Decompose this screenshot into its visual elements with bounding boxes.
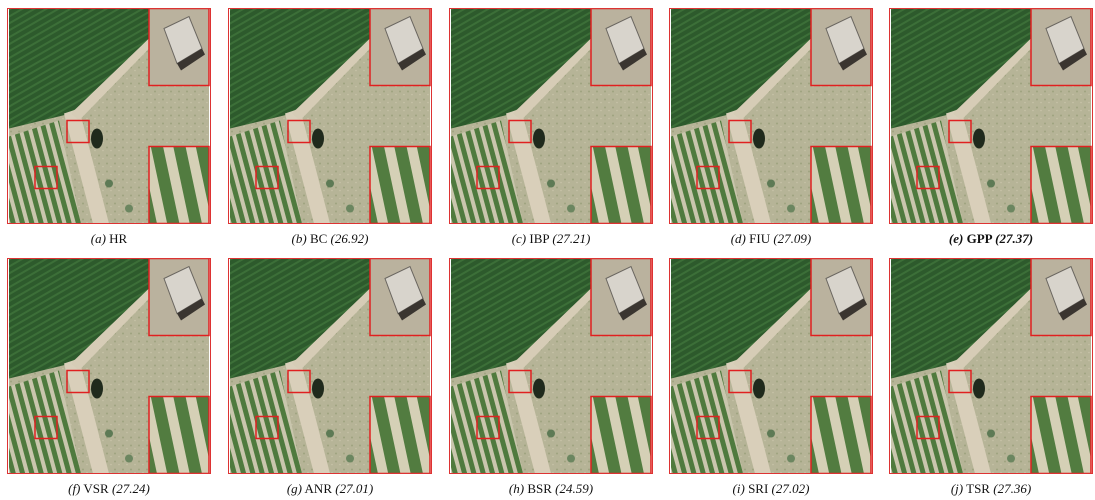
caption: (f) VSR (27.24) bbox=[7, 481, 211, 497]
score: (27.02) bbox=[772, 481, 810, 496]
method: HR bbox=[109, 231, 127, 246]
panel: (f) VSR (27.24) bbox=[7, 258, 211, 497]
image-content bbox=[9, 259, 209, 474]
caption: (e) GPP (27.37) bbox=[889, 231, 1093, 247]
tag: (c) bbox=[512, 231, 526, 246]
tag: (h) bbox=[509, 481, 524, 496]
method: GPP bbox=[967, 231, 992, 246]
image-content bbox=[451, 9, 651, 224]
panel: (c) IBP (27.21) bbox=[449, 8, 653, 247]
score: (27.21) bbox=[552, 231, 590, 246]
method: ANR bbox=[305, 481, 332, 496]
tag: (b) bbox=[292, 231, 307, 246]
panel-image bbox=[669, 258, 873, 474]
panel: (d) FIU (27.09) bbox=[669, 8, 873, 247]
score: (27.37) bbox=[995, 231, 1033, 246]
method: SRI bbox=[748, 481, 768, 496]
panel-image bbox=[449, 8, 653, 224]
method: IBP bbox=[529, 231, 549, 246]
panel: (b) BC (26.92) bbox=[228, 8, 432, 247]
panel-image bbox=[889, 8, 1093, 224]
tag: (i) bbox=[733, 481, 745, 496]
panel-image bbox=[228, 8, 432, 224]
image-content bbox=[9, 9, 209, 224]
caption: (h) BSR (24.59) bbox=[449, 481, 653, 497]
panel: (a) HR bbox=[7, 8, 211, 247]
image-content bbox=[230, 259, 430, 474]
panel: (g) ANR (27.01) bbox=[228, 258, 432, 497]
panel: (h) BSR (24.59) bbox=[449, 258, 653, 497]
panel-image bbox=[7, 8, 211, 224]
image-content bbox=[671, 259, 871, 474]
score: (27.09) bbox=[773, 231, 811, 246]
score: (27.24) bbox=[112, 481, 150, 496]
image-content bbox=[230, 9, 430, 224]
score: (26.92) bbox=[331, 231, 369, 246]
method: TSR bbox=[966, 481, 990, 496]
image-content bbox=[451, 259, 651, 474]
image-content bbox=[891, 259, 1091, 474]
figure: (a) HR (b) BC (26.92) (c) IBP (27.21) (d) F… bbox=[0, 0, 1095, 500]
panel-image bbox=[7, 258, 211, 474]
tag: (a) bbox=[91, 231, 106, 246]
image-content bbox=[891, 9, 1091, 224]
panel: (e) GPP (27.37) bbox=[889, 8, 1093, 247]
method: FIU bbox=[749, 231, 770, 246]
tag: (j) bbox=[951, 481, 963, 496]
tag: (f) bbox=[68, 481, 80, 496]
tag: (e) bbox=[949, 231, 963, 246]
score: (27.36) bbox=[993, 481, 1031, 496]
image-content bbox=[671, 9, 871, 224]
panel: (j) TSR (27.36) bbox=[889, 258, 1093, 497]
panel: (i) SRI (27.02) bbox=[669, 258, 873, 497]
tag: (g) bbox=[287, 481, 302, 496]
panel-image bbox=[228, 258, 432, 474]
score: (24.59) bbox=[555, 481, 593, 496]
tag: (d) bbox=[731, 231, 746, 246]
method: BSR bbox=[527, 481, 552, 496]
caption: (b) BC (26.92) bbox=[228, 231, 432, 247]
method: BC bbox=[310, 231, 327, 246]
panel-image bbox=[449, 258, 653, 474]
caption: (j) TSR (27.36) bbox=[889, 481, 1093, 497]
panel-image bbox=[889, 258, 1093, 474]
caption: (g) ANR (27.01) bbox=[228, 481, 432, 497]
caption: (a) HR bbox=[7, 231, 211, 247]
caption: (i) SRI (27.02) bbox=[669, 481, 873, 497]
panel-image bbox=[669, 8, 873, 224]
caption: (d) FIU (27.09) bbox=[669, 231, 873, 247]
score: (27.01) bbox=[335, 481, 373, 496]
caption: (c) IBP (27.21) bbox=[449, 231, 653, 247]
method: VSR bbox=[83, 481, 108, 496]
